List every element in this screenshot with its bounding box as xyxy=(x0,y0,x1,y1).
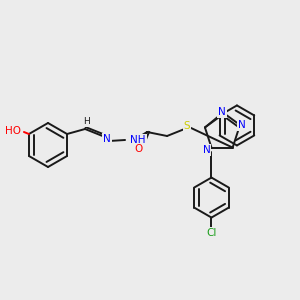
Text: N: N xyxy=(103,134,111,144)
Text: HO: HO xyxy=(5,126,21,136)
Text: NH: NH xyxy=(130,135,146,145)
Text: Cl: Cl xyxy=(206,228,217,238)
Text: N: N xyxy=(238,120,246,130)
Text: S: S xyxy=(184,121,190,131)
Text: O: O xyxy=(134,144,142,154)
Text: N: N xyxy=(218,107,226,117)
Text: H: H xyxy=(83,118,89,127)
Text: N: N xyxy=(202,145,210,154)
